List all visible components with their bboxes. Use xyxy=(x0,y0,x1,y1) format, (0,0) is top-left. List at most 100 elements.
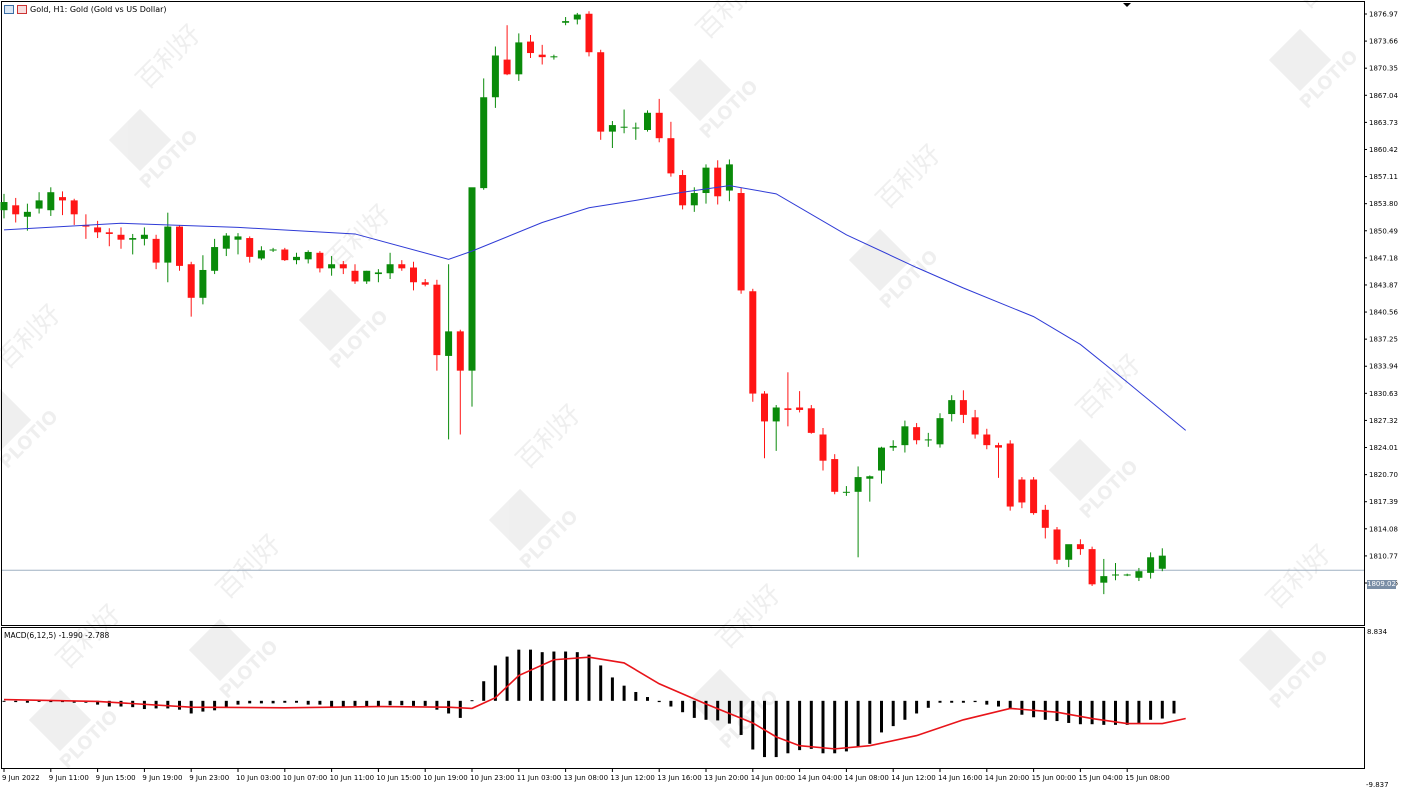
candle-body xyxy=(737,193,745,291)
macd-histogram-bar xyxy=(833,700,837,754)
candle xyxy=(761,391,768,459)
candle-body xyxy=(433,284,441,356)
macd-histogram-bar xyxy=(236,700,240,705)
candle xyxy=(538,44,546,65)
candle-body xyxy=(222,235,230,249)
macd-histogram-bar xyxy=(856,700,860,747)
price-axis-label: 1827.32 xyxy=(1369,417,1398,425)
candle xyxy=(1053,527,1061,564)
candle xyxy=(23,203,31,231)
candle-body xyxy=(702,167,710,194)
candle xyxy=(1065,544,1073,568)
candle-body xyxy=(246,238,254,257)
macd-histogram-bar xyxy=(365,700,369,708)
candle xyxy=(374,269,382,283)
candle-body xyxy=(725,164,733,191)
candle xyxy=(491,46,499,108)
macd-histogram-bar xyxy=(1102,700,1106,725)
candle xyxy=(901,420,909,453)
candle xyxy=(714,160,722,205)
candle-body xyxy=(1018,479,1026,503)
candle xyxy=(257,246,265,261)
macd-axis-bottom: -9.837 xyxy=(1366,781,1389,789)
candle xyxy=(269,247,277,252)
macd-histogram-bar xyxy=(423,700,427,706)
price-axis-label: 1837.25 xyxy=(1369,336,1398,344)
macd-histogram-bar xyxy=(950,700,954,703)
macd-histogram-bar xyxy=(681,700,685,713)
macd-pane-frame xyxy=(1,627,1365,769)
candle xyxy=(1135,567,1143,582)
macd-histogram-bar xyxy=(1020,700,1024,715)
candle-body xyxy=(398,264,406,269)
candle xyxy=(410,261,417,291)
candle-body xyxy=(176,226,183,266)
candle xyxy=(246,236,254,263)
macd-histogram-bar xyxy=(353,700,357,706)
macd-histogram-bar xyxy=(692,700,696,718)
price-axis-label: 1843.87 xyxy=(1369,281,1398,289)
symbol-icon xyxy=(17,5,27,14)
time-axis-label: 15 Jun 00:00 xyxy=(1032,774,1076,782)
candle xyxy=(749,288,757,402)
candle-body xyxy=(1100,576,1108,583)
candle xyxy=(913,423,921,445)
candle xyxy=(176,224,183,271)
macd-histogram-bar xyxy=(2,700,6,702)
macd-histogram-bar xyxy=(1090,700,1094,725)
macd-histogram-bar xyxy=(704,700,708,720)
candle-body xyxy=(936,418,944,445)
candle-body xyxy=(807,408,815,433)
time-axis-label: 14 Jun 08:00 xyxy=(844,774,888,782)
macd-histogram-bar xyxy=(1137,700,1141,723)
candle-body xyxy=(913,427,921,441)
macd-histogram-bar xyxy=(622,685,626,701)
candle-body xyxy=(468,187,476,371)
macd-histogram-bar xyxy=(763,700,766,758)
candle-body xyxy=(503,59,511,75)
macd-histogram-bar xyxy=(891,700,895,727)
macd-histogram-bar xyxy=(271,700,275,704)
candle-body xyxy=(70,200,78,215)
candle-body xyxy=(796,407,804,410)
candle-body xyxy=(1112,574,1119,576)
watermark-chinese-text: 百利好 xyxy=(711,579,787,655)
macd-histogram-bar xyxy=(751,700,755,750)
candle xyxy=(983,428,991,450)
macd-histogram-bar xyxy=(552,651,556,701)
candle-body xyxy=(491,55,499,98)
candle xyxy=(959,390,967,424)
candle xyxy=(620,109,628,134)
price-axis-label: 1876.97 xyxy=(1369,11,1398,19)
macd-histogram-bar xyxy=(821,700,825,754)
moving-average-layer xyxy=(3,185,1187,431)
candle xyxy=(936,413,944,448)
candle-body xyxy=(129,238,137,240)
candle xyxy=(1088,546,1096,586)
candle-body xyxy=(199,269,207,298)
candle-body xyxy=(538,54,546,58)
price-axis-label: 1814.08 xyxy=(1369,525,1398,533)
candle xyxy=(105,228,113,247)
time-axis-label: 13 Jun 08:00 xyxy=(564,774,608,782)
macd-histogram-bar xyxy=(1078,700,1082,725)
candle xyxy=(562,17,570,26)
macd-histogram-bar xyxy=(634,691,638,701)
candle xyxy=(164,212,172,283)
candle-body xyxy=(819,434,827,461)
price-axis-label: 1817.39 xyxy=(1369,498,1398,506)
candle-body xyxy=(12,205,20,215)
candle-body xyxy=(1065,544,1073,560)
candle-body xyxy=(889,445,897,448)
candle-body xyxy=(995,445,1002,448)
macd-histogram-bar xyxy=(388,700,392,706)
macd-histogram-bar xyxy=(493,665,497,701)
shift-marker-icon[interactable] xyxy=(1123,3,1131,7)
candle xyxy=(597,49,605,140)
candle xyxy=(304,250,312,264)
